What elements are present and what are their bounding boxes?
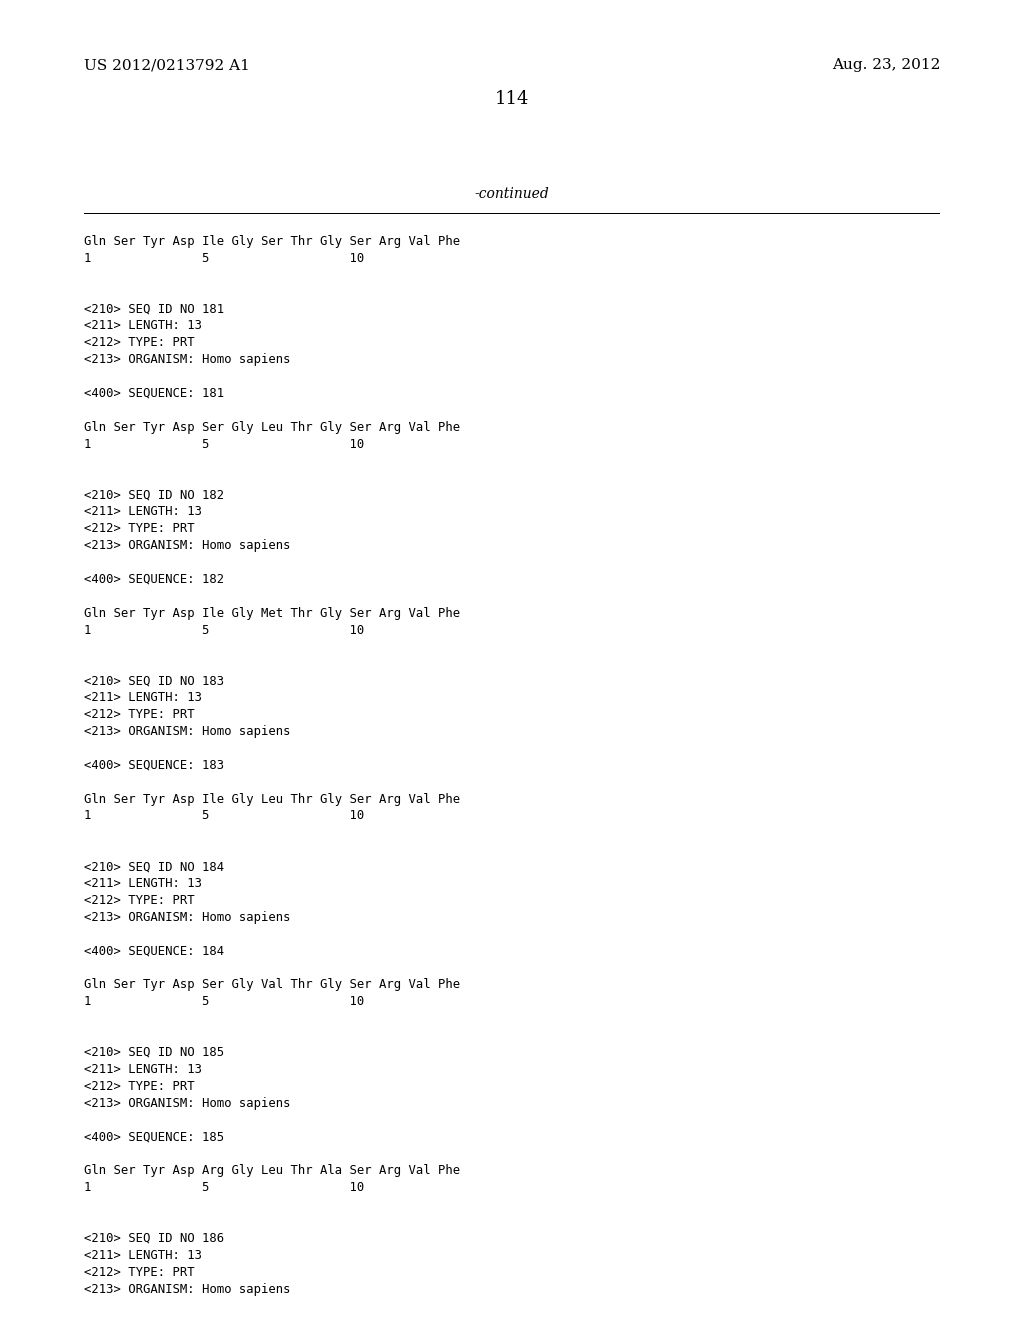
- Text: <210> SEQ ID NO 186: <210> SEQ ID NO 186: [84, 1232, 224, 1245]
- Text: 1               5                   10: 1 5 10: [84, 809, 365, 822]
- Text: <213> ORGANISM: Homo sapiens: <213> ORGANISM: Homo sapiens: [84, 1283, 291, 1295]
- Text: <211> LENGTH: 13: <211> LENGTH: 13: [84, 1063, 202, 1076]
- Text: 1               5                   10: 1 5 10: [84, 623, 365, 636]
- Text: <400> SEQUENCE: 181: <400> SEQUENCE: 181: [84, 387, 224, 400]
- Text: <212> TYPE: PRT: <212> TYPE: PRT: [84, 337, 195, 350]
- Text: <212> TYPE: PRT: <212> TYPE: PRT: [84, 523, 195, 535]
- Text: <210> SEQ ID NO 185: <210> SEQ ID NO 185: [84, 1045, 224, 1059]
- Text: <400> SEQUENCE: 185: <400> SEQUENCE: 185: [84, 1130, 224, 1143]
- Text: <211> LENGTH: 13: <211> LENGTH: 13: [84, 506, 202, 519]
- Text: <212> TYPE: PRT: <212> TYPE: PRT: [84, 1266, 195, 1279]
- Text: <213> ORGANISM: Homo sapiens: <213> ORGANISM: Homo sapiens: [84, 354, 291, 366]
- Text: Gln Ser Tyr Asp Ile Gly Leu Thr Gly Ser Arg Val Phe: Gln Ser Tyr Asp Ile Gly Leu Thr Gly Ser …: [84, 792, 460, 805]
- Text: <211> LENGTH: 13: <211> LENGTH: 13: [84, 692, 202, 704]
- Text: <400> SEQUENCE: 182: <400> SEQUENCE: 182: [84, 573, 224, 586]
- Text: 1               5                   10: 1 5 10: [84, 438, 365, 450]
- Text: Gln Ser Tyr Asp Arg Gly Leu Thr Ala Ser Arg Val Phe: Gln Ser Tyr Asp Arg Gly Leu Thr Ala Ser …: [84, 1164, 460, 1177]
- Text: Gln Ser Tyr Asp Ile Gly Ser Thr Gly Ser Arg Val Phe: Gln Ser Tyr Asp Ile Gly Ser Thr Gly Ser …: [84, 235, 460, 248]
- Text: <210> SEQ ID NO 183: <210> SEQ ID NO 183: [84, 675, 224, 688]
- Text: US 2012/0213792 A1: US 2012/0213792 A1: [84, 58, 250, 73]
- Text: Gln Ser Tyr Asp Ser Gly Val Thr Gly Ser Arg Val Phe: Gln Ser Tyr Asp Ser Gly Val Thr Gly Ser …: [84, 978, 460, 991]
- Text: 114: 114: [495, 90, 529, 108]
- Text: <211> LENGTH: 13: <211> LENGTH: 13: [84, 876, 202, 890]
- Text: <212> TYPE: PRT: <212> TYPE: PRT: [84, 1080, 195, 1093]
- Text: <210> SEQ ID NO 181: <210> SEQ ID NO 181: [84, 302, 224, 315]
- Text: <210> SEQ ID NO 182: <210> SEQ ID NO 182: [84, 488, 224, 502]
- Text: <213> ORGANISM: Homo sapiens: <213> ORGANISM: Homo sapiens: [84, 1097, 291, 1110]
- Text: <211> LENGTH: 13: <211> LENGTH: 13: [84, 1249, 202, 1262]
- Text: Gln Ser Tyr Asp Ile Gly Met Thr Gly Ser Arg Val Phe: Gln Ser Tyr Asp Ile Gly Met Thr Gly Ser …: [84, 607, 460, 619]
- Text: 1               5                   10: 1 5 10: [84, 995, 365, 1008]
- Text: <212> TYPE: PRT: <212> TYPE: PRT: [84, 894, 195, 907]
- Text: <213> ORGANISM: Homo sapiens: <213> ORGANISM: Homo sapiens: [84, 539, 291, 552]
- Text: <211> LENGTH: 13: <211> LENGTH: 13: [84, 319, 202, 333]
- Text: Gln Ser Tyr Asp Ser Gly Leu Thr Gly Ser Arg Val Phe: Gln Ser Tyr Asp Ser Gly Leu Thr Gly Ser …: [84, 421, 460, 434]
- Text: <210> SEQ ID NO 184: <210> SEQ ID NO 184: [84, 861, 224, 873]
- Text: <400> SEQUENCE: 184: <400> SEQUENCE: 184: [84, 945, 224, 957]
- Text: Aug. 23, 2012: Aug. 23, 2012: [831, 58, 940, 73]
- Text: 1               5                   10: 1 5 10: [84, 252, 365, 265]
- Text: <213> ORGANISM: Homo sapiens: <213> ORGANISM: Homo sapiens: [84, 725, 291, 738]
- Text: <213> ORGANISM: Homo sapiens: <213> ORGANISM: Homo sapiens: [84, 911, 291, 924]
- Text: <400> SEQUENCE: 183: <400> SEQUENCE: 183: [84, 759, 224, 772]
- Text: -continued: -continued: [475, 186, 549, 201]
- Text: <212> TYPE: PRT: <212> TYPE: PRT: [84, 708, 195, 721]
- Text: 1               5                   10: 1 5 10: [84, 1181, 365, 1195]
